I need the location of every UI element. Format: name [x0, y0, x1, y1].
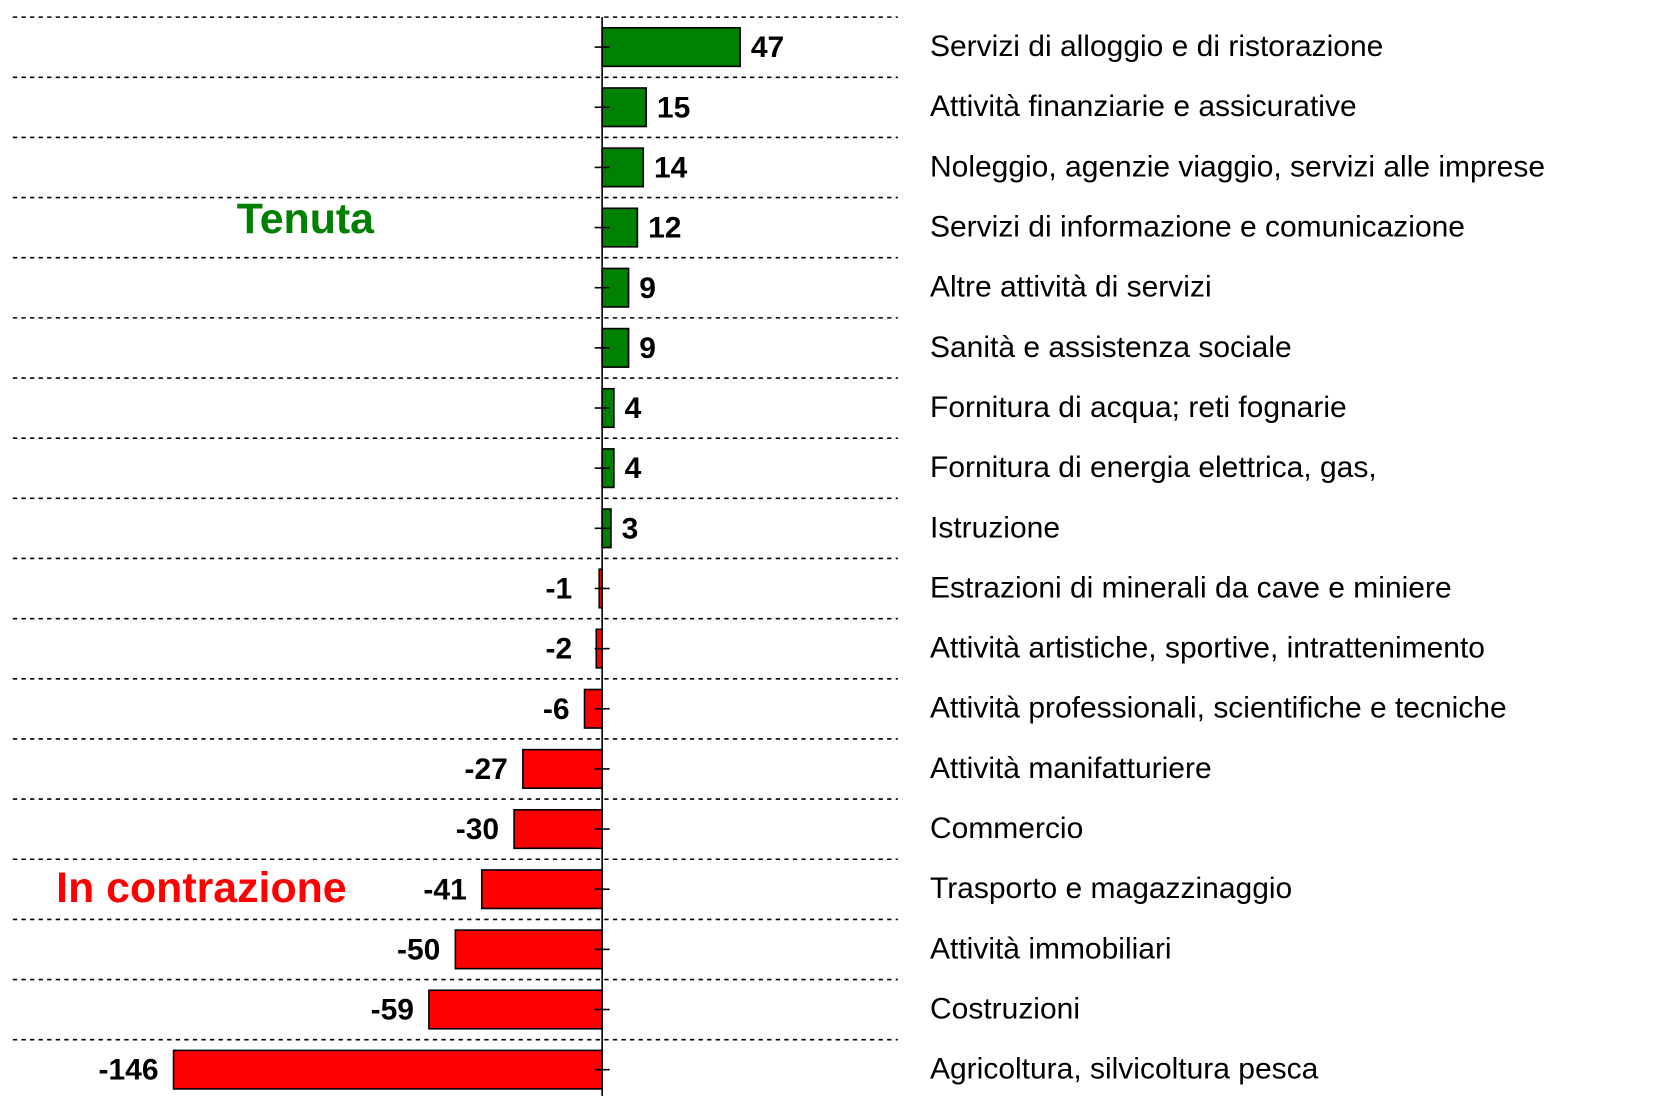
value-label: 12 [648, 212, 681, 245]
bar [172, 1049, 603, 1090]
category-label: Servizi di informazione e comunicazione [930, 211, 1465, 244]
bar [480, 869, 603, 910]
category-label: Commercio [930, 812, 1083, 845]
category-label: Servizi di alloggio e di ristorazione [930, 30, 1383, 63]
category-label: Agricoltura, silvicoltura pesca [930, 1053, 1319, 1086]
bar [601, 27, 741, 68]
bar [513, 808, 603, 850]
annotation: In contrazione [56, 864, 346, 912]
bar [522, 748, 603, 789]
category-label: Fornitura di acqua; reti fognarie [930, 391, 1347, 424]
category-label: Attività manifatturiere [930, 752, 1212, 785]
value-label: -41 [423, 873, 466, 906]
category-label: Attività finanziarie e assicurative [930, 90, 1357, 123]
category-label: Attività professionali, scientifiche e t… [930, 692, 1507, 725]
value-label: 14 [654, 151, 688, 184]
value-label: -27 [465, 753, 508, 786]
value-label: -1 [545, 573, 572, 606]
value-label: 15 [657, 91, 690, 124]
value-label: 4 [625, 452, 642, 485]
category-label: Estrazioni di minerali da cave e miniere [930, 571, 1452, 604]
value-label: -6 [543, 693, 570, 726]
value-label: -2 [545, 633, 572, 666]
value-label: 47 [751, 31, 784, 64]
annotation: Tenuta [237, 195, 375, 243]
category-label: Costruzioni [930, 993, 1080, 1026]
bar [428, 989, 603, 1030]
value-label: 9 [639, 272, 656, 305]
value-label: 4 [625, 392, 642, 425]
category-label: Attività artistiche, sportive, intratten… [930, 632, 1485, 665]
category-label: Trasporto e magazzinaggio [930, 872, 1292, 905]
value-label: 9 [639, 332, 656, 365]
bar [454, 929, 603, 970]
category-label: Altre attività di servizi [930, 271, 1212, 304]
category-label: Noleggio, agenzie viaggio, servizi alle … [930, 150, 1545, 183]
category-label: Sanità e assistenza sociale [930, 331, 1292, 364]
value-label: -59 [371, 994, 414, 1027]
category-label: Fornitura di energia elettrica, gas, [930, 451, 1377, 484]
category-label: Istruzione [930, 511, 1060, 544]
value-label: 3 [622, 512, 639, 545]
category-label: Attività immobiliari [930, 932, 1172, 965]
value-label: -146 [99, 1054, 159, 1087]
value-label: -30 [456, 813, 499, 846]
value-label: -50 [397, 933, 440, 966]
